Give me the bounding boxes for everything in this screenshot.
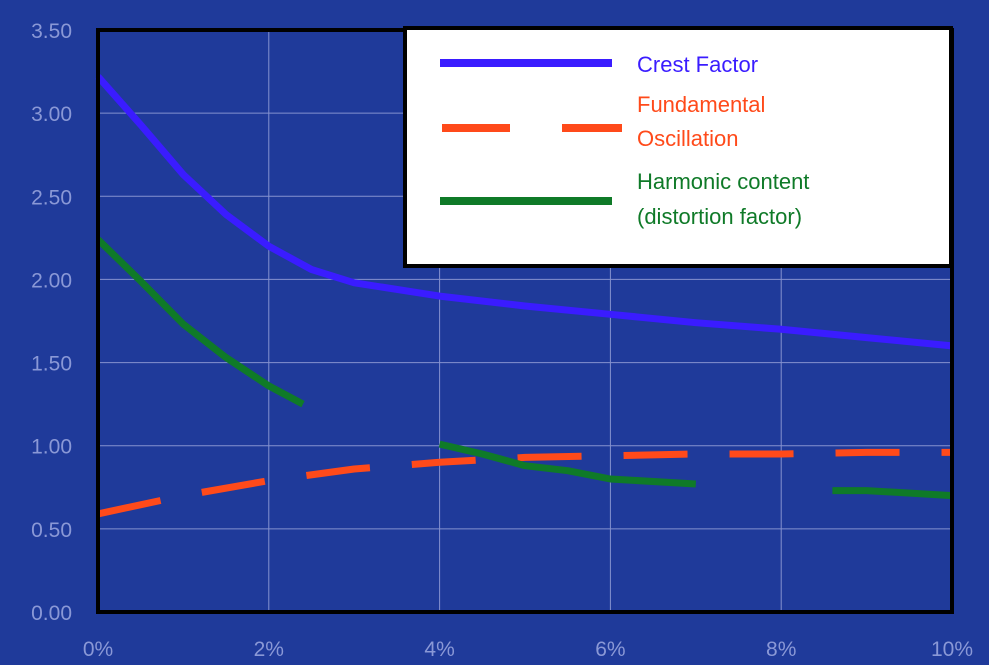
x-tick-label: 10% [931, 638, 973, 661]
y-tick-label: 1.50 [31, 353, 72, 376]
series-line-2 [832, 487, 953, 500]
y-tick-label: 1.00 [31, 436, 72, 459]
y-axis-tick-labels: 0.00 0.50 1.00 1.50 2.00 2.50 3.00 3.50 [31, 20, 72, 625]
legend-box [403, 26, 953, 268]
y-tick-label: 3.50 [31, 20, 72, 43]
series-line-0 [95, 74, 953, 350]
legend: Crest Factor Fundamental Oscillation Harmon… [403, 26, 953, 268]
legend-label: Fundamental [637, 92, 765, 117]
x-tick-label: 2% [254, 638, 284, 661]
y-tick-label: 3.00 [31, 103, 72, 126]
x-tick-label: 4% [424, 638, 454, 661]
x-axis-tick-labels: 0% 2% 4% 6% 8% 10% [83, 638, 973, 661]
legend-label: Oscillation [637, 126, 738, 151]
x-tick-label: 8% [766, 638, 796, 661]
series-line-2 [438, 440, 697, 488]
y-tick-label: 0.00 [31, 602, 72, 625]
x-tick-label: 6% [595, 638, 625, 661]
y-tick-label: 2.00 [31, 269, 72, 292]
legend-label: Crest Factor [637, 52, 758, 77]
y-tick-label: 0.50 [31, 519, 72, 542]
series-line-2 [95, 236, 305, 408]
series-lines [95, 74, 953, 518]
series-line-1 [97, 448, 952, 518]
x-tick-label: 0% [83, 638, 113, 661]
legend-label: Harmonic content [637, 169, 809, 194]
legend-label: (distortion factor) [637, 204, 802, 229]
y-tick-label: 2.50 [31, 186, 72, 209]
